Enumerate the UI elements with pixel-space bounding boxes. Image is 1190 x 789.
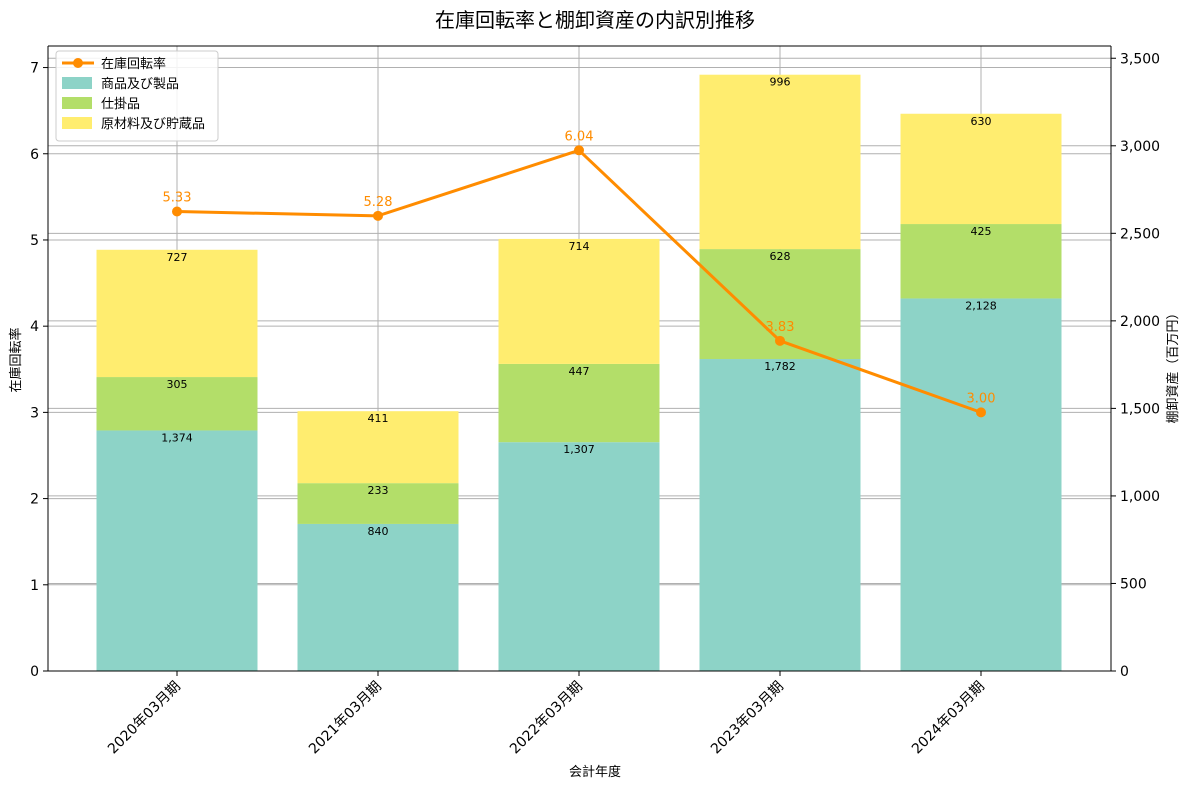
- turnover-label-2: 6.04: [565, 129, 594, 144]
- tick-label-left-1: 1: [30, 578, 39, 594]
- bar-label-1-1: 233: [368, 484, 389, 497]
- bar-label-0-4: 2,128: [965, 299, 997, 312]
- bar-0-2: [498, 442, 660, 671]
- turnover-label-4: 3.00: [967, 391, 996, 406]
- tick-label-left-2: 2: [30, 492, 39, 508]
- legend-label-1: 仕掛品: [101, 97, 140, 112]
- legend-swatch-1: [62, 97, 92, 109]
- bar-label-2-0: 727: [167, 251, 188, 264]
- turnover-point-2: [574, 145, 584, 156]
- bar-1-0: [96, 377, 258, 431]
- y-axis-left-title: 在庫回転率: [8, 327, 24, 392]
- bar-label-2-4: 630: [971, 115, 992, 128]
- bar-1-4: [900, 224, 1062, 299]
- turnover-label-3: 3.83: [766, 320, 795, 335]
- bar-2-2: [498, 238, 660, 364]
- bar-2-0: [96, 249, 258, 378]
- legend-label-2: 原材料及び貯蔵品: [101, 117, 205, 132]
- tick-label-right-2: 1,000: [1120, 489, 1160, 505]
- legend-label-line: 在庫回転率: [101, 56, 166, 72]
- bar-0-0: [96, 430, 258, 671]
- bar-0-4: [900, 298, 1062, 671]
- tick-label-right-6: 3,000: [1120, 139, 1160, 155]
- bar-label-2-1: 411: [368, 412, 389, 425]
- bar-2-3: [699, 74, 861, 250]
- bar-label-2-2: 714: [569, 240, 590, 253]
- bar-label-2-3: 996: [770, 76, 791, 89]
- bar-label-0-2: 1,307: [563, 443, 595, 456]
- bar-label-1-0: 305: [167, 378, 188, 391]
- bar-label-0-0: 1,374: [161, 431, 193, 444]
- tick-label-x-0: 2020年03月期: [105, 679, 184, 758]
- tick-label-left-6: 6: [30, 147, 39, 163]
- legend-swatch-line-marker: [73, 58, 83, 68]
- tick-label-x-3: 2023年03月期: [708, 679, 787, 758]
- x-axis-title: 会計年度: [569, 764, 621, 780]
- legend-frame: [55, 50, 219, 142]
- bar-2-4: [900, 113, 1062, 225]
- tick-label-right-3: 1,500: [1120, 401, 1160, 417]
- tick-label-x-2: 2022年03月期: [507, 679, 586, 758]
- bar-0-3: [699, 359, 861, 671]
- turnover-label-0: 5.33: [163, 191, 192, 206]
- line-layer: 5.33 5.28 6.04 3.83 3.00: [163, 129, 996, 418]
- tick-label-left-3: 3: [30, 405, 39, 421]
- tick-label-right-4: 2,000: [1120, 314, 1160, 330]
- turnover-point-3: [775, 335, 785, 346]
- turnover-point-1: [373, 210, 383, 221]
- legend-swatch-2: [62, 117, 92, 129]
- bar-1-2: [498, 363, 660, 443]
- bar-layer: [96, 74, 1062, 671]
- tick-label-left-0: 0: [30, 664, 39, 680]
- bar-label-1-3: 628: [770, 250, 791, 263]
- bar-label-1-2: 447: [569, 365, 590, 378]
- bar-0-1: [297, 523, 459, 671]
- tick-label-left-4: 4: [30, 319, 39, 335]
- bar-label-0-1: 840: [368, 525, 389, 538]
- bar-label-layer: 1,374 305 727 840 233 411 1,307 447 714 1,782 628 9…: [161, 76, 997, 538]
- turnover-point-0: [172, 206, 182, 217]
- tick-label-right-5: 2,500: [1120, 226, 1160, 242]
- tick-label-x-4: 2024年03月期: [909, 679, 988, 758]
- bar-label-1-4: 425: [971, 225, 992, 238]
- tick-label-right-1: 500: [1120, 576, 1147, 592]
- chart-title: 在庫回転率と棚卸資産の内訳別推移: [435, 8, 755, 32]
- bar-1-1: [297, 483, 459, 524]
- tick-label-left-5: 5: [30, 233, 39, 249]
- legend-swatch-0: [62, 77, 92, 89]
- tick-label-right-0: 0: [1120, 664, 1129, 680]
- tick-label-left-7: 7: [30, 61, 39, 77]
- legend-label-0: 商品及び製品: [101, 77, 179, 92]
- tick-label-x-1: 2021年03月期: [306, 679, 385, 758]
- turnover-label-1: 5.28: [364, 195, 393, 210]
- bar-2-1: [297, 411, 459, 484]
- turnover-point-4: [976, 407, 986, 418]
- y-axis-right-title: 棚卸資産（百万円）: [1165, 306, 1181, 423]
- tick-label-right-7: 3,500: [1120, 51, 1160, 67]
- bar-label-0-3: 1,782: [764, 360, 796, 373]
